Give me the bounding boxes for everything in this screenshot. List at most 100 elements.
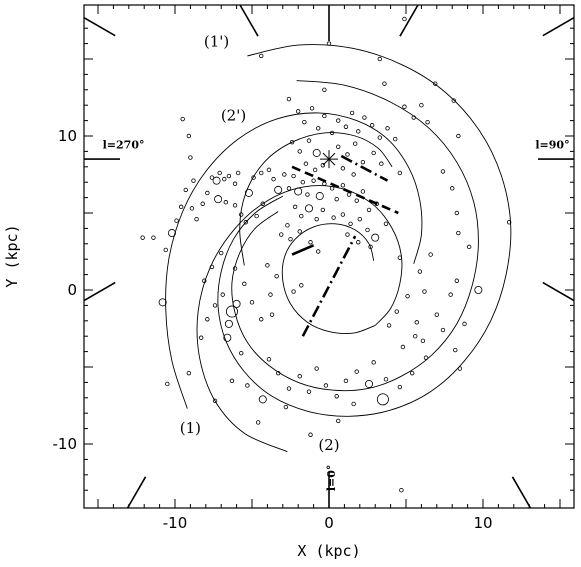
source-point — [376, 393, 389, 406]
longitude-tick — [83, 16, 116, 37]
source-point — [354, 369, 359, 374]
source-point — [266, 357, 272, 362]
source-point — [474, 285, 483, 294]
source-point — [329, 186, 335, 191]
source-point — [294, 187, 303, 196]
source-point — [360, 189, 366, 194]
source-point — [209, 175, 215, 180]
source-point — [440, 327, 446, 333]
source-point — [151, 235, 156, 240]
longitude-tick — [542, 16, 575, 37]
source-point — [362, 115, 367, 120]
source-point — [235, 170, 241, 176]
arm-labels: (1') (2') (1) (2) — [180, 33, 340, 454]
source-point — [209, 264, 215, 270]
source-point — [266, 167, 272, 173]
arm-label: (1') — [204, 33, 229, 51]
source-point — [454, 278, 460, 283]
source-point — [329, 130, 335, 136]
source-point — [291, 289, 296, 294]
source-point — [346, 192, 352, 197]
source-point — [365, 227, 370, 233]
source-point — [312, 148, 321, 157]
longitude-tick — [126, 476, 147, 509]
source-point — [158, 298, 167, 307]
source-point — [243, 220, 249, 225]
source-point — [225, 305, 238, 318]
source-point — [217, 170, 222, 176]
source-point — [200, 201, 205, 206]
source-point — [268, 292, 273, 297]
spiral-arms — [165, 44, 512, 453]
longitude-label: l=270° — [103, 138, 145, 151]
source-point — [306, 138, 312, 143]
source-point — [356, 240, 361, 245]
source-point — [349, 110, 355, 116]
source-point — [377, 135, 383, 140]
longitude-labels: l=270° l=90° l=0° — [103, 138, 570, 491]
source-point — [336, 118, 341, 123]
source-point — [183, 187, 188, 193]
source-point — [343, 378, 349, 384]
source-point — [186, 133, 192, 139]
dashed-segments — [291, 154, 399, 337]
source-point — [382, 81, 387, 86]
sun-marker-d2 — [322, 152, 336, 166]
source-point — [223, 200, 229, 205]
source-point — [299, 283, 304, 288]
source-point — [288, 236, 293, 242]
source-point — [191, 178, 196, 183]
source-point — [409, 370, 415, 376]
source-point — [220, 292, 225, 297]
source-point — [178, 204, 184, 210]
source-point — [308, 240, 313, 245]
source-point — [340, 212, 346, 217]
spiral-arm-arm-1 — [165, 112, 423, 409]
source-point — [232, 299, 241, 308]
source-point — [189, 206, 195, 211]
source-point — [249, 300, 255, 305]
source-point — [366, 207, 372, 213]
source-point — [308, 432, 313, 437]
source-point — [354, 198, 359, 203]
y-tick-label: 0 — [67, 281, 77, 299]
longitude-ticks — [83, 4, 575, 509]
source-point — [402, 104, 407, 109]
source-point — [385, 126, 390, 131]
source-point — [309, 106, 315, 111]
source-point — [365, 379, 374, 388]
spiral-arm-arm-3 — [217, 44, 512, 417]
source-point — [174, 218, 179, 223]
source-point — [302, 119, 307, 125]
source-point — [214, 195, 223, 204]
source-point — [297, 229, 302, 234]
source-point — [326, 41, 332, 46]
sun-marker — [320, 150, 338, 169]
source-point — [223, 333, 232, 342]
source-point — [422, 289, 427, 294]
plot-frame — [83, 4, 575, 509]
source-point — [297, 149, 302, 154]
x-axis-label: X (kpc) — [297, 542, 360, 560]
y-tick-label: 10 — [58, 127, 77, 145]
source-point — [279, 232, 284, 237]
source-point — [428, 252, 433, 257]
source-point — [394, 309, 399, 314]
source-point — [368, 244, 373, 250]
source-point — [377, 56, 383, 62]
source-point — [423, 355, 429, 360]
source-point — [205, 317, 210, 322]
source-point — [425, 119, 430, 125]
minor-ticks — [84, 5, 574, 508]
source-point — [351, 172, 356, 177]
x-tick-label: -10 — [163, 514, 188, 532]
source-point — [232, 181, 238, 186]
sources — [140, 16, 512, 493]
source-point — [163, 247, 168, 253]
longitude-tick — [542, 281, 575, 302]
source-point — [224, 319, 233, 328]
source-point — [244, 188, 253, 197]
longitude-label: l=0° — [325, 465, 338, 492]
source-point — [345, 152, 350, 157]
source-point — [402, 16, 407, 22]
